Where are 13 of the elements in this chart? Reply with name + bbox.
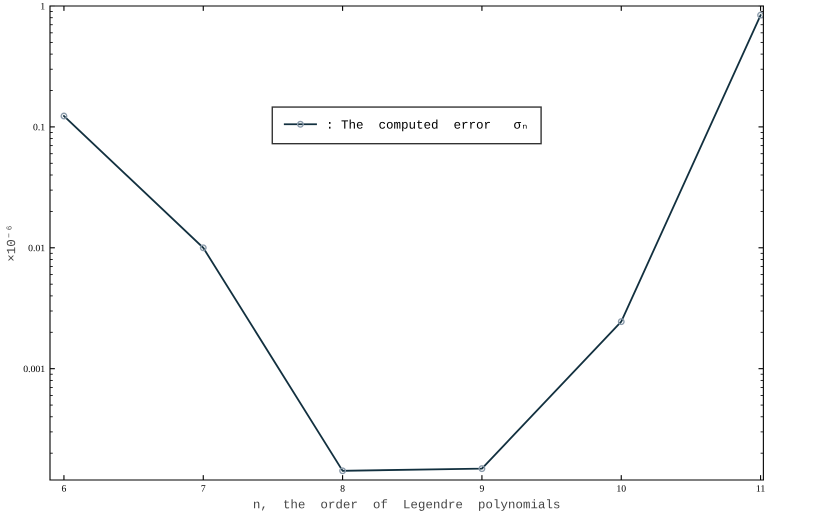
x-tick-label: 6 [62,485,66,492]
x-tick-label: 7 [201,485,206,492]
x-axis-title: n, the order of Legendre polynomials [254,499,560,511]
y-tick-label: 1 [41,2,45,10]
x-tick-label: 10 [617,485,626,492]
x-tick-label: 8 [340,485,345,492]
x-tick-label: 11 [756,485,765,492]
x-tick-label: 9 [480,485,484,492]
y-tick-label: 0.1 [33,124,45,130]
legend-label: : The computed error σₙ [329,120,527,132]
y-axis-title: ×10⁻⁶ [6,226,16,261]
y-tick-label: 0.001 [24,366,45,372]
y-tick-label: 0.01 [28,244,45,252]
